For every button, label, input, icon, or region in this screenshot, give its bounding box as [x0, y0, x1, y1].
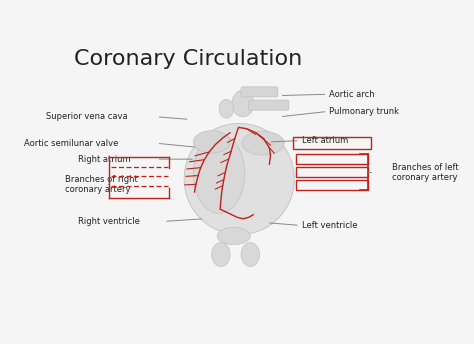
Text: Superior vena cava: Superior vena cava: [46, 112, 127, 121]
Text: Branches of left
coronary artery: Branches of left coronary artery: [392, 163, 458, 182]
FancyBboxPatch shape: [248, 100, 289, 110]
Ellipse shape: [217, 227, 250, 245]
Bar: [296, 167, 368, 177]
Bar: [296, 153, 368, 164]
Text: Left ventricle: Left ventricle: [301, 221, 357, 230]
Text: Right ventricle: Right ventricle: [78, 217, 140, 226]
Text: Left atrium: Left atrium: [301, 136, 348, 145]
Bar: [292, 138, 372, 149]
Ellipse shape: [232, 90, 254, 117]
Text: Branches of right
coronary artery: Branches of right coronary artery: [65, 175, 137, 194]
Ellipse shape: [242, 131, 284, 155]
Ellipse shape: [241, 243, 259, 266]
Bar: [296, 180, 368, 190]
Text: Coronary Circulation: Coronary Circulation: [74, 49, 302, 69]
Ellipse shape: [212, 243, 230, 266]
Text: Aortic semilunar valve: Aortic semilunar valve: [24, 139, 118, 148]
Text: Right atrium: Right atrium: [78, 155, 131, 164]
Ellipse shape: [193, 134, 245, 213]
Ellipse shape: [219, 99, 234, 118]
Ellipse shape: [184, 123, 294, 235]
Text: Pulmonary trunk: Pulmonary trunk: [329, 107, 399, 116]
Ellipse shape: [193, 131, 230, 153]
Text: Aortic arch: Aortic arch: [329, 90, 375, 99]
FancyBboxPatch shape: [241, 87, 278, 97]
